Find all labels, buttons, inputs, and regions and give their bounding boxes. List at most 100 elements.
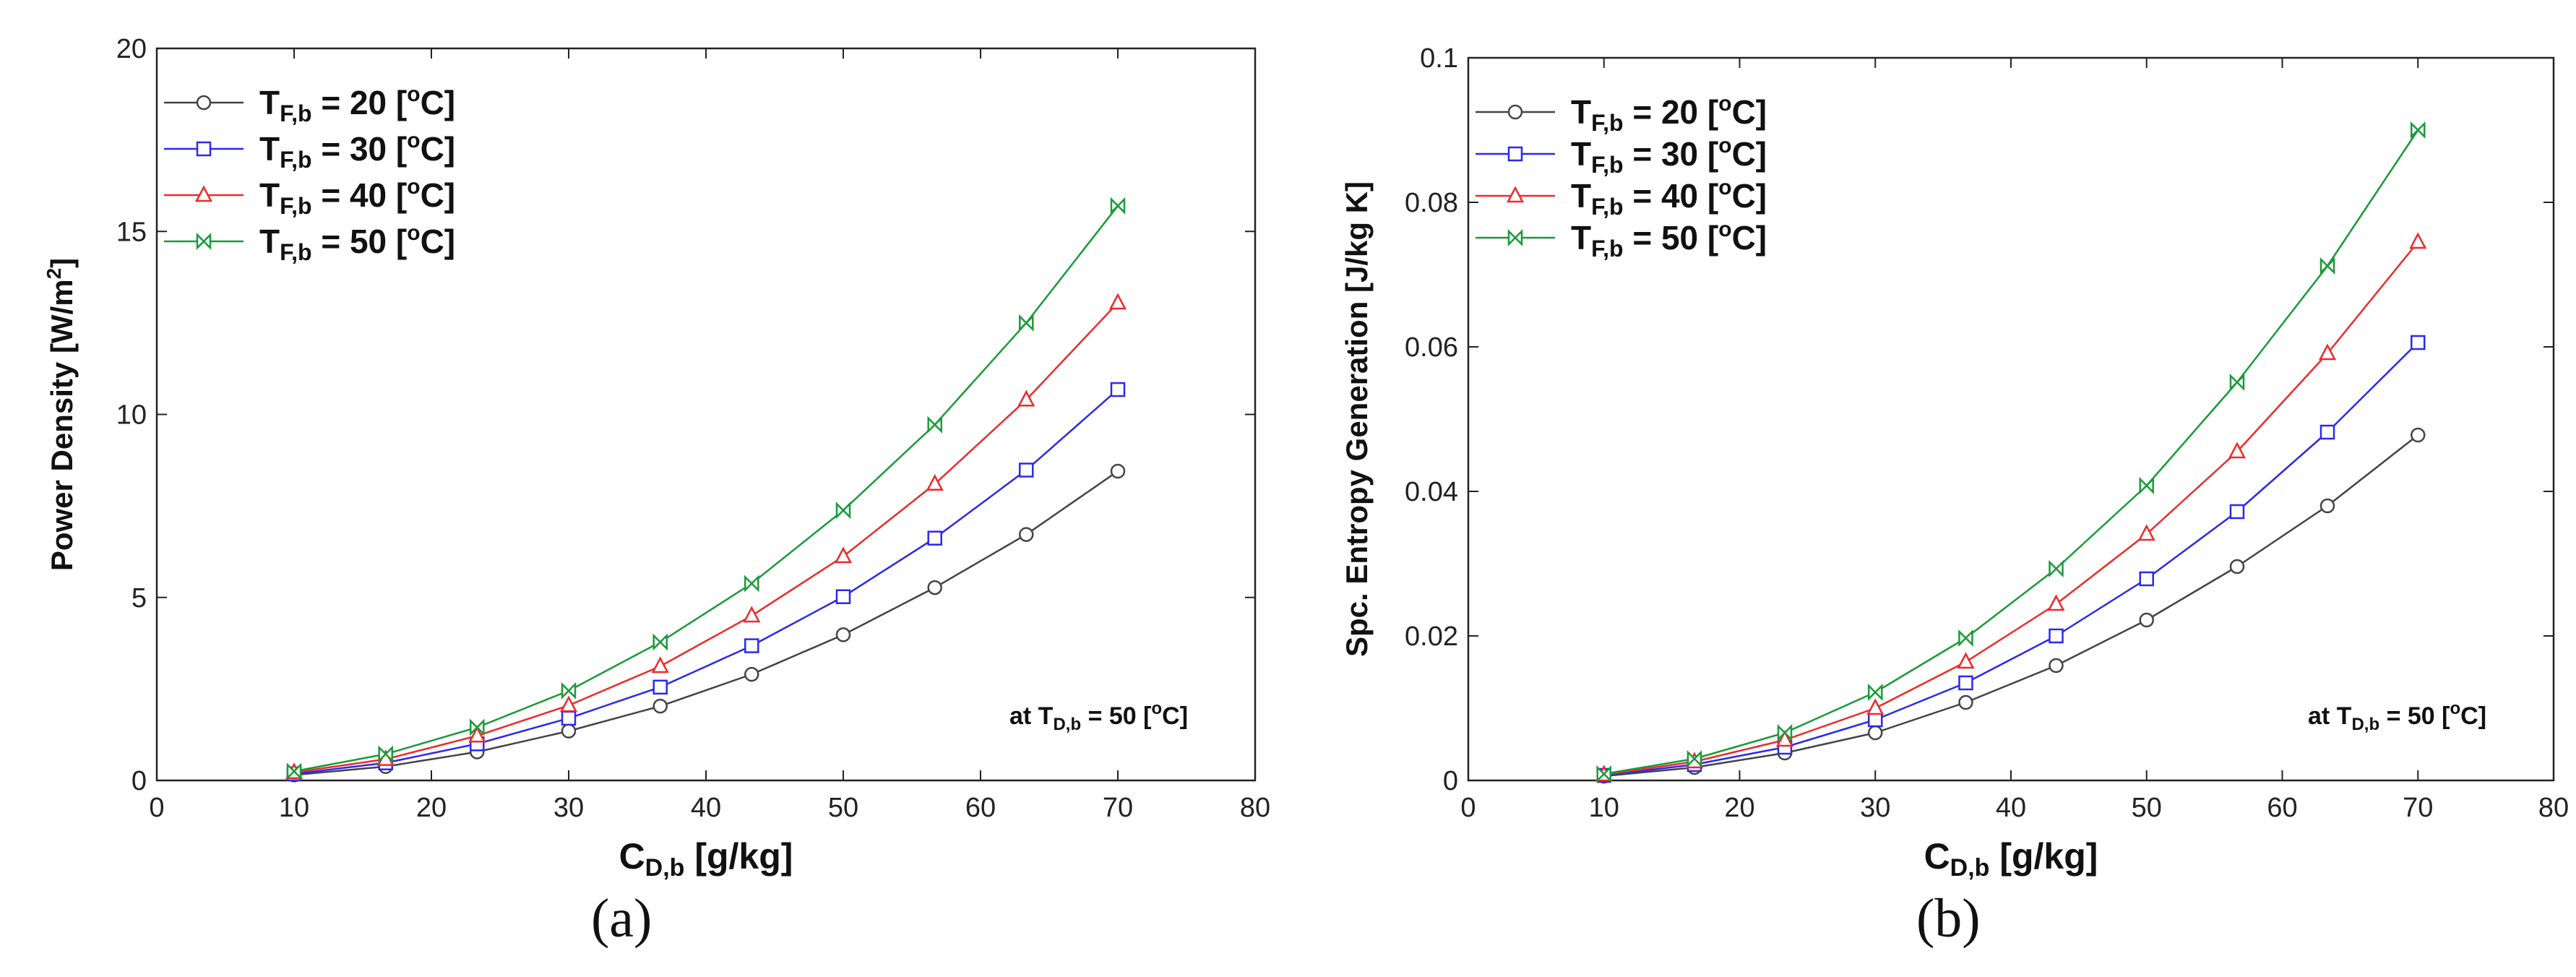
y-tick-label: 20 xyxy=(116,34,147,64)
data-point-3-4 xyxy=(1958,629,1973,647)
legend-label-2: TF,b = 40 [oC] xyxy=(259,175,455,219)
data-point-3-9 xyxy=(2411,121,2426,139)
data-point-0-9 xyxy=(1110,463,1126,479)
data-point-2-9 xyxy=(1108,293,1127,310)
legend-marker-3 xyxy=(196,232,212,251)
data-point-2-8 xyxy=(1017,389,1035,407)
x-tick-label: 10 xyxy=(1589,793,1619,823)
data-point-1-3 xyxy=(561,710,577,726)
data-point-1-5 xyxy=(2049,628,2064,644)
data-point-0-8 xyxy=(2319,498,2335,514)
data-point-3-9 xyxy=(1110,197,1126,215)
x-tick-label: 40 xyxy=(691,793,721,823)
y-tick-label: 0 xyxy=(132,766,147,796)
entropy-generation-chart: 0 10 20 30 40 50 60 70 80 0 0.02 0.04 0.06 0.08 0.1 CD,… xyxy=(1340,43,2569,882)
data-point-3-8 xyxy=(1019,314,1034,332)
series-line-2 xyxy=(293,302,1119,774)
x-axis-title: CD,b [g/kg] xyxy=(1924,836,2098,882)
data-point-3-6 xyxy=(835,502,851,520)
x-tick-label: 40 xyxy=(1996,793,2026,823)
data-point-3-0 xyxy=(1596,765,1611,783)
data-point-0-7 xyxy=(927,580,942,595)
series-0 xyxy=(1596,427,2426,784)
series-3 xyxy=(286,197,1126,780)
data-point-1-9 xyxy=(1110,382,1126,397)
y-tick-label: 5 xyxy=(132,583,147,614)
data-point-1-7 xyxy=(927,530,942,546)
legend: TF,b = 20 [oC]TF,b = 30 [oC]TF,b = 40 [o… xyxy=(1476,92,1767,262)
data-point-2-9 xyxy=(2409,232,2427,249)
data-point-3-5 xyxy=(744,574,759,593)
data-point-3-2 xyxy=(1777,723,1793,742)
series-line-1 xyxy=(293,389,1119,775)
x-tick-label: 70 xyxy=(2403,793,2433,823)
y-tick-label: 15 xyxy=(116,217,147,247)
series-1 xyxy=(286,382,1126,782)
data-point-3-4 xyxy=(652,633,668,651)
data-point-2-4 xyxy=(651,656,669,673)
data-point-3-7 xyxy=(2229,373,2245,392)
data-point-1-4 xyxy=(652,679,668,695)
series-0 xyxy=(286,463,1126,783)
data-point-0-4 xyxy=(652,698,668,714)
series-line-2 xyxy=(1603,241,2419,776)
data-point-2-3 xyxy=(1866,698,1884,715)
legend: TF,b = 20 [oC]TF,b = 30 [oC]TF,b = 40 [o… xyxy=(164,82,455,265)
data-point-2-4 xyxy=(1957,652,1975,669)
data-point-1-3 xyxy=(1868,712,1883,728)
x-tick-label: 0 xyxy=(1460,793,1476,823)
data-point-1-9 xyxy=(2411,335,2426,350)
annotation-text: at TD,b = 50 [oC] xyxy=(2308,699,2486,734)
data-point-3-7 xyxy=(927,416,942,434)
data-point-1-8 xyxy=(1019,462,1034,478)
data-point-0-8 xyxy=(1019,527,1034,542)
y-tick-label: 0.1 xyxy=(1420,43,1458,74)
legend-label-0: TF,b = 20 [oC] xyxy=(259,82,455,126)
x-tick-label: 30 xyxy=(553,793,584,823)
data-point-0-4 xyxy=(1958,694,1973,710)
y-tick-label: 0.06 xyxy=(1405,332,1458,363)
chart-panel-a: 0 10 20 30 40 50 60 70 80 0 5 10 15 20 CD,b [g/kg] Powe… xyxy=(43,34,1270,949)
x-tick-label: 80 xyxy=(1240,793,1270,823)
annotation-text: at TD,b = 50 [oC] xyxy=(1009,699,1188,734)
data-point-3-1 xyxy=(378,745,393,763)
data-point-3-6 xyxy=(2139,476,2154,495)
x-tick-label: 30 xyxy=(1860,793,1890,823)
y-tick-label: 10 xyxy=(116,400,147,431)
data-point-2-5 xyxy=(2047,594,2065,611)
series-line-0 xyxy=(293,470,1119,776)
data-point-0-3 xyxy=(1868,725,1883,741)
data-point-3-3 xyxy=(561,681,577,700)
data-point-2-7 xyxy=(2228,442,2247,459)
power-density-chart: 0 10 20 30 40 50 60 70 80 0 5 10 15 20 CD,b [g/kg] Powe… xyxy=(43,34,1270,882)
data-point-0-5 xyxy=(744,666,759,682)
x-tick-label: 60 xyxy=(965,793,996,823)
legend-marker-1 xyxy=(196,141,212,157)
series-2 xyxy=(1595,232,2427,782)
data-point-1-7 xyxy=(2229,504,2245,520)
data-point-0-5 xyxy=(2049,658,2064,673)
data-point-2-2 xyxy=(1775,730,1794,747)
data-point-2-2 xyxy=(468,726,486,743)
series-3 xyxy=(1596,121,2426,783)
y-axis-title: Power Density [W/m2] xyxy=(43,258,79,571)
data-point-1-6 xyxy=(835,589,851,604)
data-point-2-6 xyxy=(834,546,853,564)
data-point-2-7 xyxy=(926,474,944,491)
legend-marker-2 xyxy=(1506,186,1525,203)
legend-label-0: TF,b = 20 [oC] xyxy=(1571,92,1767,136)
legend-marker-1 xyxy=(1507,146,1523,162)
data-point-3-8 xyxy=(2319,257,2335,275)
x-tick-label: 70 xyxy=(1103,793,1133,823)
data-point-2-6 xyxy=(2137,524,2155,541)
x-axis-title: CD,b [g/kg] xyxy=(619,836,793,882)
legend-label-3: TF,b = 50 [oC] xyxy=(259,221,455,265)
series-line-3 xyxy=(1603,129,2419,775)
chart-panel-b: 0 10 20 30 40 50 60 70 80 0 0.02 0.04 0.06 0.08 0.1 CD,… xyxy=(1288,0,2576,977)
x-tick-label: 60 xyxy=(2267,793,2297,823)
series-2 xyxy=(285,293,1127,780)
data-point-2-3 xyxy=(559,695,578,713)
legend-marker-3 xyxy=(1507,228,1523,247)
data-point-1-5 xyxy=(744,638,759,653)
y-tick-label: 0 xyxy=(1443,766,1458,796)
